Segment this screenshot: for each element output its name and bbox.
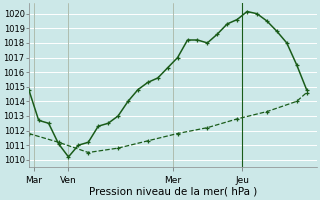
X-axis label: Pression niveau de la mer( hPa ): Pression niveau de la mer( hPa ) (89, 187, 257, 197)
